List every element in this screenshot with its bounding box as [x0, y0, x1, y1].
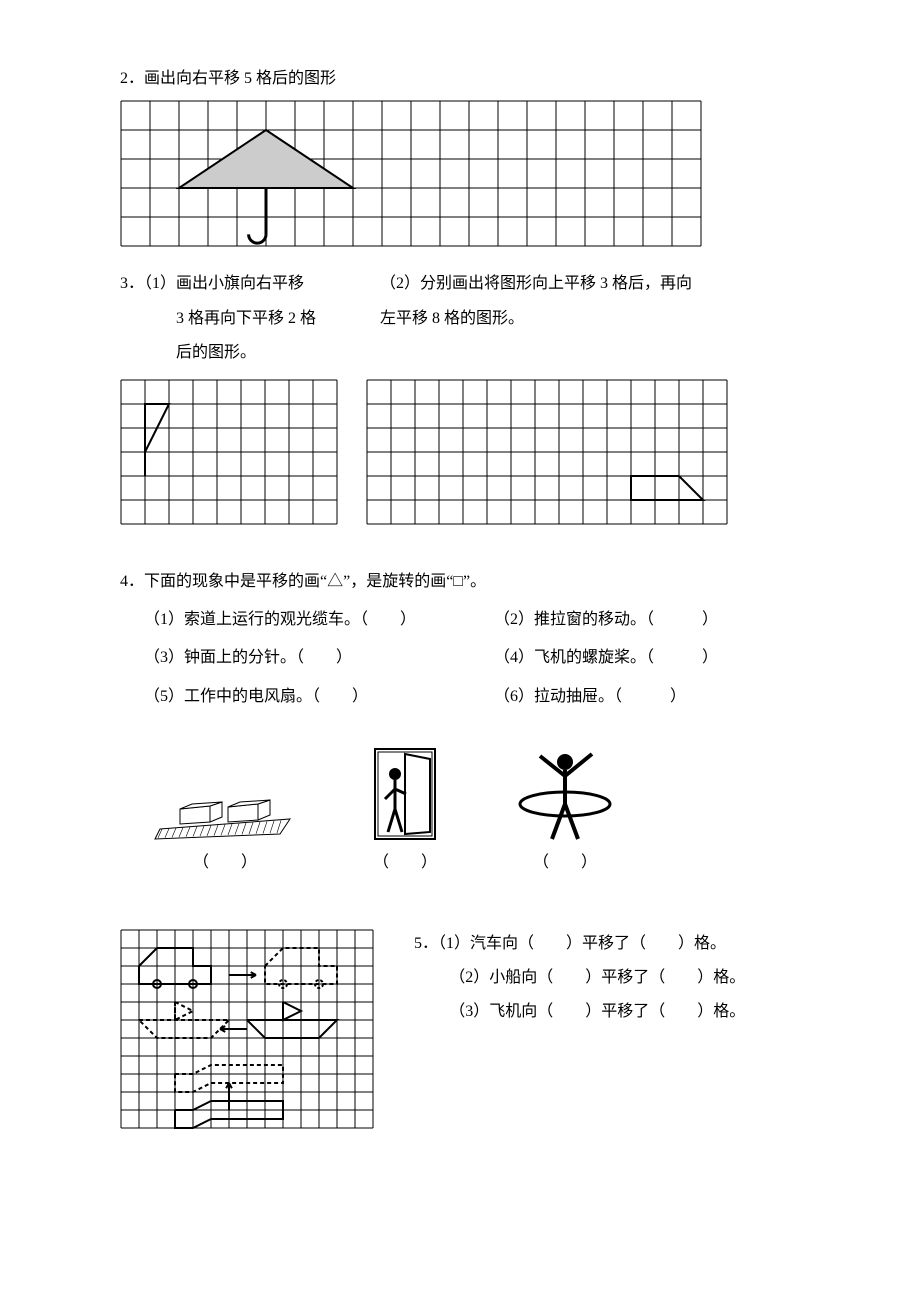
q2-title: 2．画出向右平移 5 格后的图形: [120, 64, 820, 94]
q2-grid: [120, 100, 820, 247]
q3-grids: [120, 373, 820, 543]
q3-2a: （2）分别画出将图形向上平移 3 格后，再向: [380, 269, 692, 299]
q4-cap-1[interactable]: （ ）: [150, 848, 300, 878]
q4-img-hoop: [510, 744, 620, 844]
q5-text: 5．（1）汽车向（ ）平移了（ ）格。 （2）小船向（ ）平移了（ ）格。 （3…: [414, 929, 745, 1032]
q5-line2: （2）小船向（ ）平移了（ ）格。: [414, 963, 745, 993]
q4-item-1[interactable]: （1）索道上运行的观光缆车。（ ）: [120, 605, 470, 635]
q4-items: （1）索道上运行的观光缆车。（ ）（2）推拉窗的移动。（ ）（3）钟面上的分针。…: [120, 601, 820, 716]
q4-item-5[interactable]: （5）工作中的电风扇。（ ）: [120, 682, 470, 712]
q4-captions: （ ） （ ） （ ）: [150, 848, 820, 878]
q3-2b: 左平移 8 格的图形。: [380, 304, 692, 334]
q4-item-2[interactable]: （2）推拉窗的移动。（ ）: [470, 605, 820, 635]
q3-text: 3．（1）画出小旗向右平移 3 格再向下平移 2 格 后的图形。 （2）分别画出…: [120, 265, 820, 372]
q3-1a: 3．（1）画出小旗向右平移: [120, 269, 380, 299]
q4-item-3[interactable]: （3）钟面上的分针。（ ）: [120, 643, 470, 673]
q3-grid2: [366, 379, 728, 525]
q4-img-door: [360, 744, 450, 844]
q5-line1: 5．（1）汽车向（ ）平移了（ ）格。: [414, 929, 745, 959]
q3-1b: 3 格再向下平移 2 格: [120, 304, 380, 334]
q4-cap-3[interactable]: （ ）: [510, 848, 620, 878]
q4-item-6[interactable]: （6）拉动抽屉。（ ）: [470, 682, 820, 712]
q5-line3: （3）飞机向（ ）平移了（ ）格。: [414, 997, 745, 1027]
q4-item-4[interactable]: （4）飞机的螺旋桨。（ ）: [470, 643, 820, 673]
q4-images: [150, 744, 820, 844]
q4-img-conveyor: [150, 774, 300, 844]
q3-grid1: [120, 379, 338, 525]
q4-cap-2[interactable]: （ ）: [360, 848, 450, 878]
q4-title: 4．下面的现象中是平移的画“△”，是旋转的画“□”。: [120, 567, 820, 597]
q5-row: 5．（1）汽车向（ ）平移了（ ）格。 （2）小船向（ ）平移了（ ）格。 （3…: [120, 929, 820, 1129]
q3-1c: 后的图形。: [120, 338, 380, 368]
q5-grid: [120, 929, 374, 1129]
